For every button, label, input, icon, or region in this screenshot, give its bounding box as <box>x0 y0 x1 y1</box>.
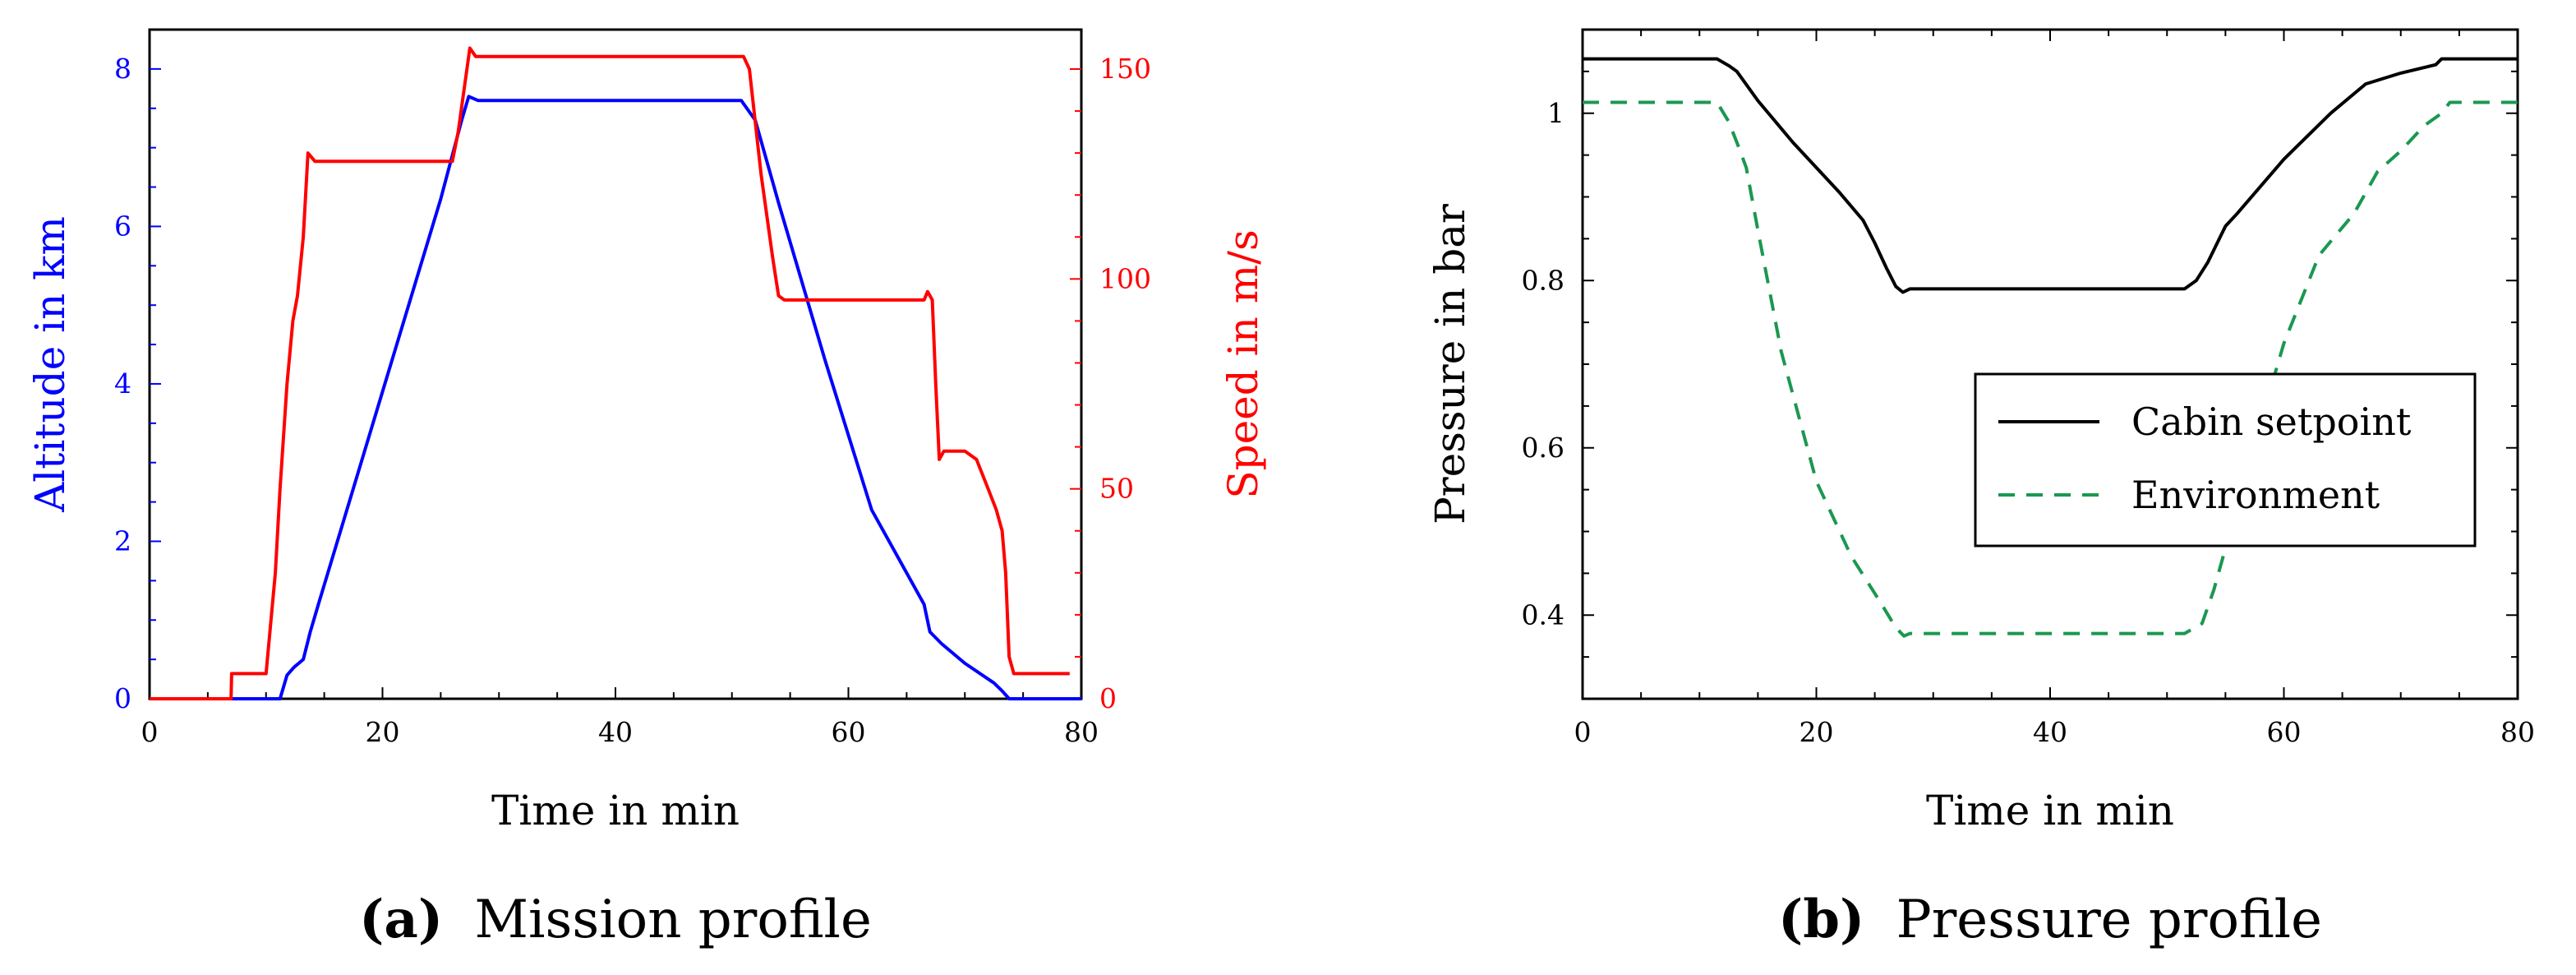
plot-frame-b <box>1581 28 2519 700</box>
series-line-altitude <box>150 95 1081 700</box>
x-tick-label-b: 20 <box>1800 716 1834 748</box>
x-tick-label-b: 40 <box>2033 716 2067 748</box>
x-tick-label-b: 0 <box>1574 716 1592 748</box>
y-tick-label-b: 0.4 <box>1522 598 1564 631</box>
legend-box <box>1974 372 2477 548</box>
caption-text-b: Pressure profile <box>1896 890 2322 950</box>
chart-pressure-profile: 0 20 40 60 80 0.4 0.6 0.8 1 Time in min Pressur… <box>1426 28 2535 950</box>
legend-label-cabin-setpoint: Cabin setpoint <box>2131 400 2412 444</box>
svg-text:(a) Mission profile: (a) Mission profile <box>359 889 872 950</box>
x-tick-label-a: 60 <box>832 716 866 748</box>
y-tick-label-left-a: 4 <box>114 367 131 400</box>
y-tick-label-left-a: 2 <box>114 524 131 557</box>
chart-mission-profile: 0 20 40 60 80 0 2 4 6 8 0 50 100 150 Time in min Al… <box>26 28 1267 950</box>
y-tick-label-b: 1 <box>1547 97 1564 129</box>
x-tick-label-b: 60 <box>2267 716 2302 748</box>
y-tick-label-right-a: 100 <box>1099 262 1151 294</box>
x-axis-label-b: Time in min <box>1926 787 2174 834</box>
y-axis-label-right-a: Speed in m/s <box>1219 229 1267 498</box>
legend-label-environment: Environment <box>2131 473 2380 517</box>
x-tick-label-a: 80 <box>1064 716 1099 748</box>
series-line-cabin-setpoint <box>1583 57 2518 294</box>
x-tick-label-b: 80 <box>2500 716 2535 748</box>
legend: Cabin setpoint Environment <box>1974 372 2477 548</box>
x-tick-label-a: 0 <box>141 716 159 748</box>
y-tick-label-right-a: 150 <box>1099 53 1151 85</box>
caption-tag-a: (a) <box>359 889 443 950</box>
caption-text-a: Mission profile <box>475 890 872 950</box>
x-tick-label-a: 20 <box>366 716 400 748</box>
y-tick-label-right-a: 50 <box>1099 473 1134 505</box>
y-axis-label-b: Pressure in bar <box>1426 204 1474 524</box>
y-tick-label-left-a: 0 <box>114 682 131 714</box>
x-axis-label-a: Time in min <box>491 787 740 834</box>
y-tick-label-left-a: 8 <box>114 53 131 85</box>
y-tick-label-b: 0.8 <box>1522 264 1564 296</box>
x-tick-label-a: 40 <box>598 716 633 748</box>
y-tick-label-left-a: 6 <box>114 210 131 242</box>
series-line-speed <box>150 46 1070 700</box>
series-line-environment <box>1583 100 2518 638</box>
y-tick-label-right-a: 0 <box>1099 682 1117 714</box>
y-tick-label-b: 0.6 <box>1522 432 1564 464</box>
caption-tag-b: (b) <box>1778 889 1864 950</box>
svg-text:(b) Pressure profile: (b) Pressure profile <box>1778 889 2322 950</box>
y-axis-label-left-a: Altitude in km <box>26 216 74 513</box>
